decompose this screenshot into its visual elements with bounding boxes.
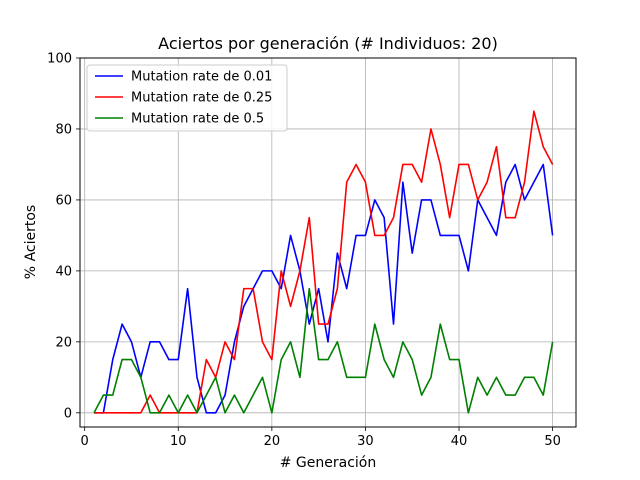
plot-frame [79, 57, 577, 428]
chart-title: Aciertos por generación (# Individuos: 2… [158, 34, 498, 53]
x-tick-label: 50 [544, 434, 561, 449]
y-tick-label: 0 [64, 406, 72, 421]
series-line-3 [93, 287, 554, 414]
x-tick-label: 30 [357, 434, 374, 449]
y-axis-label: % Aciertos [23, 205, 39, 279]
y-tick-label: 80 [55, 122, 72, 137]
series-line-1 [94, 163, 554, 414]
series-line-2 [94, 110, 554, 414]
series-layer [93, 110, 554, 414]
legend: Mutation rate de 0.01 Mutation rate de 0.… [86, 64, 288, 132]
legend-box [86, 64, 288, 132]
legend-label: Mutation rate de 0.01 [131, 70, 272, 85]
y-tick-label: 20 [55, 335, 72, 350]
axis-ticks: 0 10 20 30 40 50 0 20 40 60 80 100 [47, 52, 561, 450]
x-tick-label: 20 [264, 434, 281, 449]
legend-label: Mutation rate de 0.25 [131, 91, 272, 106]
x-tick-label: 40 [451, 434, 468, 449]
x-axis-label: # Generación [280, 455, 377, 471]
x-tick-label: 10 [170, 434, 187, 449]
y-tick-label: 100 [47, 52, 72, 67]
y-tick-label: 60 [55, 193, 72, 208]
x-tick-label: 0 [81, 434, 89, 449]
legend-label: Mutation rate de 0.5 [131, 112, 264, 127]
y-tick-label: 40 [55, 264, 72, 279]
